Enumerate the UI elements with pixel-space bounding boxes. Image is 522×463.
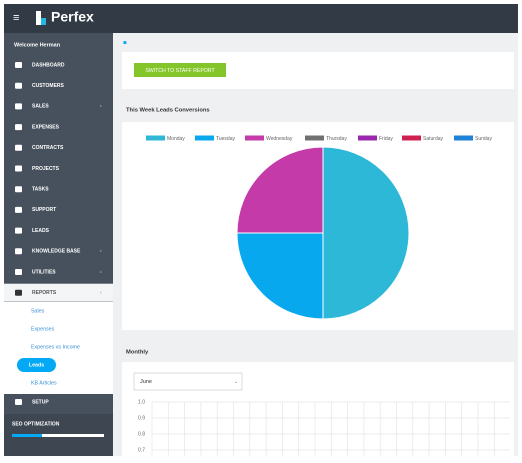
seo-progress-track xyxy=(12,434,104,437)
seo-progress xyxy=(12,434,42,437)
menu-caret: ‹ xyxy=(100,104,102,110)
month-select-value[interactable]: June xyxy=(140,379,152,385)
y-tick-label: 1.0 xyxy=(138,399,145,405)
menu-item[interactable]: REPORTS xyxy=(32,290,57,296)
logo-icon-accent xyxy=(41,18,46,25)
submenu-item[interactable]: Expenses xyxy=(31,326,55,332)
legend-label: Monday xyxy=(167,136,185,142)
submenu-item[interactable]: Expenses vs Income xyxy=(31,344,80,350)
legend-swatch xyxy=(305,135,324,141)
legend-label: Sunday xyxy=(475,136,492,142)
submenu-item[interactable]: KB Articles xyxy=(31,380,57,386)
legend-label: Tuesday xyxy=(216,136,235,142)
legend-label: Thursday xyxy=(326,136,347,142)
menu-item-active xyxy=(4,283,113,302)
menu-icon xyxy=(15,206,22,213)
y-tick-label: 0.9 xyxy=(138,415,145,421)
menu-caret: ‹ xyxy=(100,269,102,275)
menu-icon xyxy=(15,289,22,296)
legend-swatch xyxy=(245,135,264,141)
menu-item[interactable]: SUPPORT xyxy=(32,207,56,213)
submenu-item[interactable]: Leads xyxy=(29,362,44,368)
menu-icon xyxy=(15,82,22,89)
y-tick-label: 0.8 xyxy=(138,431,145,437)
menu-icon xyxy=(15,227,22,234)
top-bar xyxy=(4,4,518,33)
submenu xyxy=(4,302,113,394)
menu-item[interactable]: LEADS xyxy=(32,228,50,234)
legend-swatch xyxy=(146,135,165,141)
pie-slice xyxy=(236,232,324,320)
logo[interactable]: Perfex xyxy=(51,9,94,25)
switch-button[interactable] xyxy=(134,63,226,77)
menu-icon xyxy=(15,144,22,151)
chart-title: Monthly xyxy=(126,350,149,356)
pie-slice xyxy=(322,146,410,320)
menu-caret: ‹ xyxy=(100,249,102,255)
menu-icon xyxy=(15,186,22,193)
menu-toggle[interactable]: ≡ xyxy=(13,12,19,24)
menu-icon xyxy=(15,269,22,275)
logo-icon xyxy=(36,11,41,25)
menu-icon xyxy=(15,165,22,172)
select-caret: ⌄ xyxy=(234,379,238,385)
menu-icon xyxy=(15,248,22,255)
menu-item[interactable]: SETUP xyxy=(32,399,49,405)
legend-swatch xyxy=(402,135,421,141)
legend-swatch xyxy=(454,135,473,141)
month-select[interactable] xyxy=(133,372,243,391)
submenu-item[interactable]: Sales xyxy=(31,308,45,314)
user-welcome[interactable]: Welcome Herman xyxy=(14,42,61,48)
menu-item[interactable]: UTILITIES xyxy=(32,269,56,275)
legend-label: Wednesday xyxy=(266,136,293,142)
submenu-active xyxy=(17,358,56,372)
y-tick-label: 0.7 xyxy=(138,447,145,453)
seo-label: SEO OPTIMIZATION xyxy=(12,421,60,427)
menu-item[interactable]: CUSTOMERS xyxy=(32,83,65,89)
legend-swatch xyxy=(358,135,377,141)
menu-caret: ‹ xyxy=(100,290,102,296)
menu-icon xyxy=(15,124,22,131)
menu-item[interactable]: EXPENSES xyxy=(32,124,60,130)
menu-item[interactable]: TASKS xyxy=(32,187,49,193)
legend-swatch xyxy=(195,135,214,141)
pie-slice xyxy=(236,146,324,234)
menu-icon xyxy=(15,62,22,68)
menu-item[interactable]: DASHBOARD xyxy=(32,62,65,68)
menu-item[interactable]: PROJECTS xyxy=(32,166,60,172)
menu-icon xyxy=(15,103,22,110)
chart-title: This Week Leads Conversions xyxy=(126,108,210,114)
menu-item[interactable]: SALES xyxy=(32,104,49,110)
legend-label: Friday xyxy=(379,136,393,142)
breadcrumb-icon: ■ xyxy=(123,41,127,47)
legend-label: Saturday xyxy=(423,136,444,142)
menu-icon xyxy=(15,399,22,405)
menu-item[interactable]: CONTRACTS xyxy=(32,145,64,151)
switch-button-label[interactable]: SWITCH TO STAFF REPORT xyxy=(145,68,215,74)
menu-item[interactable]: KNOWLEDGE BASE xyxy=(32,249,81,255)
